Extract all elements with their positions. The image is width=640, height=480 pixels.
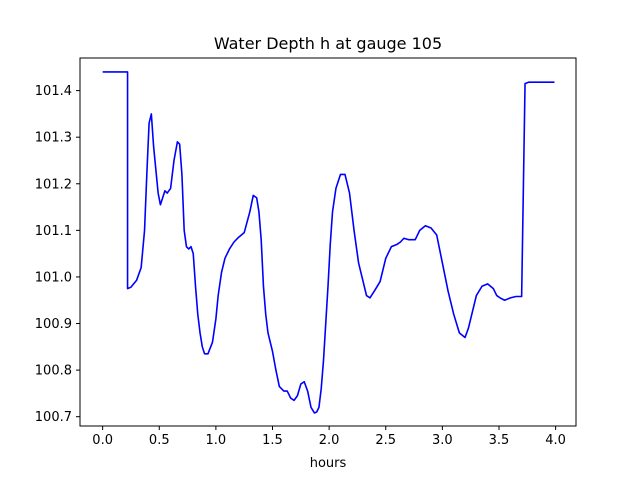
x-tick-label: 0.5 — [149, 433, 170, 448]
x-tick-label: 2.5 — [375, 433, 396, 448]
plot-frame — [79, 57, 577, 427]
x-tick-label: 4.0 — [545, 433, 566, 448]
y-tick-label: 101.1 — [35, 224, 72, 239]
y-axis: 100.7 100.8 100.9 101.0 101.1 101.2 101.3 101.4 — [35, 84, 80, 425]
x-tick-label: 2.0 — [319, 433, 340, 448]
y-tick-label: 100.7 — [35, 410, 72, 425]
x-axis: 0.0 0.5 1.0 1.5 2.0 2.5 3.0 3.5 4.0 — [92, 426, 566, 448]
chart-title: Water Depth h at gauge 105 — [214, 34, 442, 53]
y-tick-label: 101.2 — [35, 177, 72, 192]
plot-area: 0.0 0.5 1.0 1.5 2.0 2.5 3.0 3.5 4.0 100.7100.810… — [35, 57, 577, 448]
water-depth-line — [102, 71, 555, 414]
x-tick-label: 3.0 — [432, 433, 453, 448]
x-tick-label: 1.5 — [262, 433, 283, 448]
y-tick-label: 100.8 — [35, 364, 72, 379]
y-tick-label: 100.9 — [35, 317, 72, 332]
x-tick-label: 1.0 — [206, 433, 227, 448]
y-tick-label: 101.3 — [35, 131, 72, 146]
y-tick-label: 101.0 — [35, 270, 72, 285]
x-tick-label: 3.5 — [489, 433, 510, 448]
x-tick-label: 0.0 — [92, 433, 113, 448]
y-tick-label: 101.4 — [35, 84, 72, 99]
x-axis-label: hours — [310, 456, 347, 471]
